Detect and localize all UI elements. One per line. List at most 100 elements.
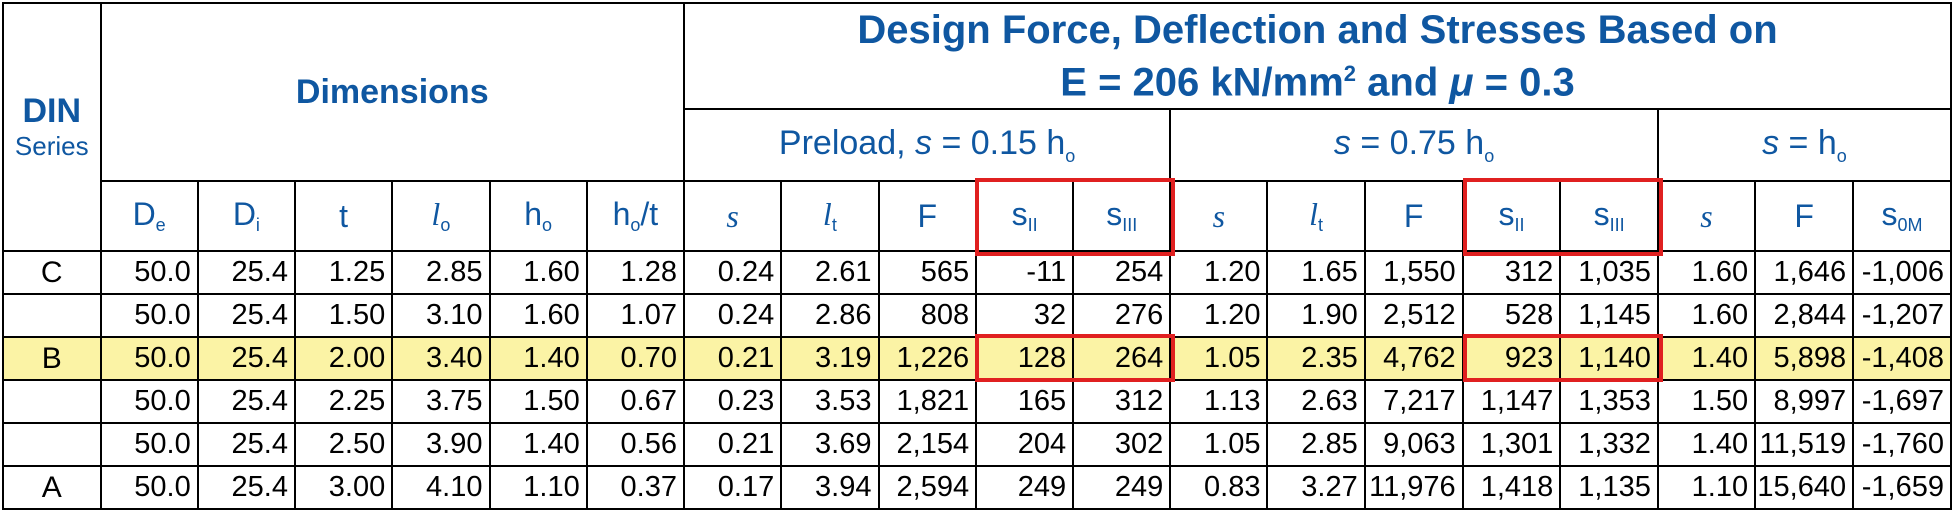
col-header-sII-preload: sII [975, 180, 1075, 252]
col-header-sIII-preload: sIII [1072, 180, 1172, 252]
col-header-ho-t: ho/t [585, 180, 686, 252]
table-cell: 1.13 [1169, 379, 1269, 424]
g2-s: s [1333, 123, 1351, 162]
col-header-s0M-full: s0M [1852, 180, 1952, 252]
table-cell: 2.85 [1266, 422, 1366, 467]
series-cell [2, 422, 102, 467]
table-cell: 2.25 [293, 379, 394, 424]
col-header-t: t [293, 180, 394, 252]
deflection-full-group-header: s = ho [1656, 108, 1952, 182]
table-cell: -1,697 [1852, 379, 1952, 424]
table-cell: 8,997 [1754, 379, 1855, 424]
col-header-lt-preload: lt [780, 180, 880, 252]
table-cell: 3.90 [391, 422, 491, 467]
table-cell: -1,207 [1852, 293, 1952, 338]
table-cell: 0.17 [682, 465, 783, 510]
table-cell: 50.0 [99, 422, 199, 467]
col-header-s-full: s [1656, 180, 1757, 252]
table-cell: 2.50 [293, 422, 394, 467]
table-cell: 11,519 [1754, 422, 1855, 467]
preload-s: s [915, 123, 933, 162]
table-cell: 3.10 [391, 293, 491, 338]
deflection-075-group-header: s = 0.75 ho [1169, 108, 1659, 182]
col-header-Di: Di [196, 180, 297, 252]
preload-a: Preload, [778, 123, 916, 162]
table-cell: 1.60 [488, 250, 588, 295]
table-cell: 808 [877, 293, 978, 338]
g3-sub: o [1836, 145, 1847, 166]
table-cell: 1.28 [585, 250, 686, 295]
col-header-sIII-075: sIII [1559, 180, 1659, 252]
table-cell: 1,135 [1559, 465, 1659, 510]
table-cell: 254 [1072, 250, 1172, 295]
table-cell: 249 [1072, 465, 1172, 510]
table-cell: 0.37 [585, 465, 686, 510]
title-line-2-b: and [1356, 60, 1450, 105]
table-cell: 204 [975, 422, 1075, 467]
table-cell: 1.10 [1656, 465, 1757, 510]
table-cell: 1,140 [1559, 336, 1659, 381]
table-cell: 25.4 [196, 293, 297, 338]
table-cell: 50.0 [99, 336, 199, 381]
table-cell: 2,154 [877, 422, 978, 467]
title-line-2-c: = 0.3 [1473, 60, 1575, 105]
table-cell: 11,976 [1363, 465, 1464, 510]
table-cell: 3.40 [391, 336, 491, 381]
table-cell: 1.40 [488, 336, 588, 381]
table-cell: 2,844 [1754, 293, 1855, 338]
table-cell: 565 [877, 250, 978, 295]
col-header-s-075: s [1169, 180, 1269, 252]
table-cell: 1.40 [1656, 336, 1757, 381]
table-cell: 25.4 [196, 465, 297, 510]
dimensions-header: Dimensions [99, 2, 685, 182]
title-line-1: Design Force, Deflection and Stresses Ba… [857, 7, 1778, 52]
table-cell: 2.85 [391, 250, 491, 295]
table-cell: 25.4 [196, 422, 297, 467]
table-cell: 165 [975, 379, 1075, 424]
table-cell: 3.75 [391, 379, 491, 424]
table-cell: 25.4 [196, 336, 297, 381]
table-cell: -1,006 [1852, 250, 1952, 295]
col-header-F-preload: F [877, 180, 978, 252]
table-cell: 276 [1072, 293, 1172, 338]
table-cell: 1,226 [877, 336, 978, 381]
title-line-2-mu: μ [1449, 60, 1474, 105]
table-cell: 0.70 [585, 336, 686, 381]
table-cell: 1.25 [293, 250, 394, 295]
table-cell: 1.05 [1169, 422, 1269, 467]
table-cell: 7,217 [1363, 379, 1464, 424]
preload-sub: o [1065, 145, 1076, 166]
col-header-s-preload: s [682, 180, 783, 252]
table-cell: 3.19 [780, 336, 880, 381]
table-cell: 50.0 [99, 293, 199, 338]
table-cell: 9,063 [1363, 422, 1464, 467]
table-cell: -1,408 [1852, 336, 1952, 381]
col-header-lt-075: lt [1266, 180, 1366, 252]
table-cell: -11 [975, 250, 1075, 295]
table-cell: 15,640 [1754, 465, 1855, 510]
preload-group-header: Preload, s = 0.15 ho [682, 108, 1172, 182]
g3-b: = h [1779, 123, 1837, 162]
table-cell: 528 [1461, 293, 1562, 338]
table-row: 50.0 25.4 2.50 3.90 1.40 0.56 0.21 3.69 2,154 204… [2, 422, 1952, 467]
table-cell: 2.35 [1266, 336, 1366, 381]
table-row: 50.0 25.4 2.25 3.75 1.50 0.67 0.23 3.53 1,821 165… [2, 379, 1952, 424]
column-header-row: De Di t lo ho ho/t s lt F sII sIII s lt … [3, 180, 1952, 252]
table-cell: 1.10 [488, 465, 588, 510]
title-line-2: E = 206 kN/mm2 and μ = 0.3 [686, 52, 1949, 105]
table-cell: 264 [1072, 336, 1172, 381]
table-cell: 25.4 [196, 250, 297, 295]
table-cell: 4,762 [1363, 336, 1464, 381]
table-cell: 50.0 [99, 465, 199, 510]
din-series-header: DIN Series [2, 2, 102, 252]
table-cell: 1.50 [293, 293, 394, 338]
table-cell: 312 [1461, 250, 1562, 295]
table-cell: 3.53 [780, 379, 880, 424]
title-line-2-a: E = 206 kN/mm [1060, 60, 1344, 105]
table-cell: 3.69 [780, 422, 880, 467]
table-cell: 1,332 [1559, 422, 1659, 467]
col-header-sII-075: sII [1461, 180, 1562, 252]
table-cell: 1.40 [1656, 422, 1757, 467]
g3-s: s [1762, 123, 1780, 162]
